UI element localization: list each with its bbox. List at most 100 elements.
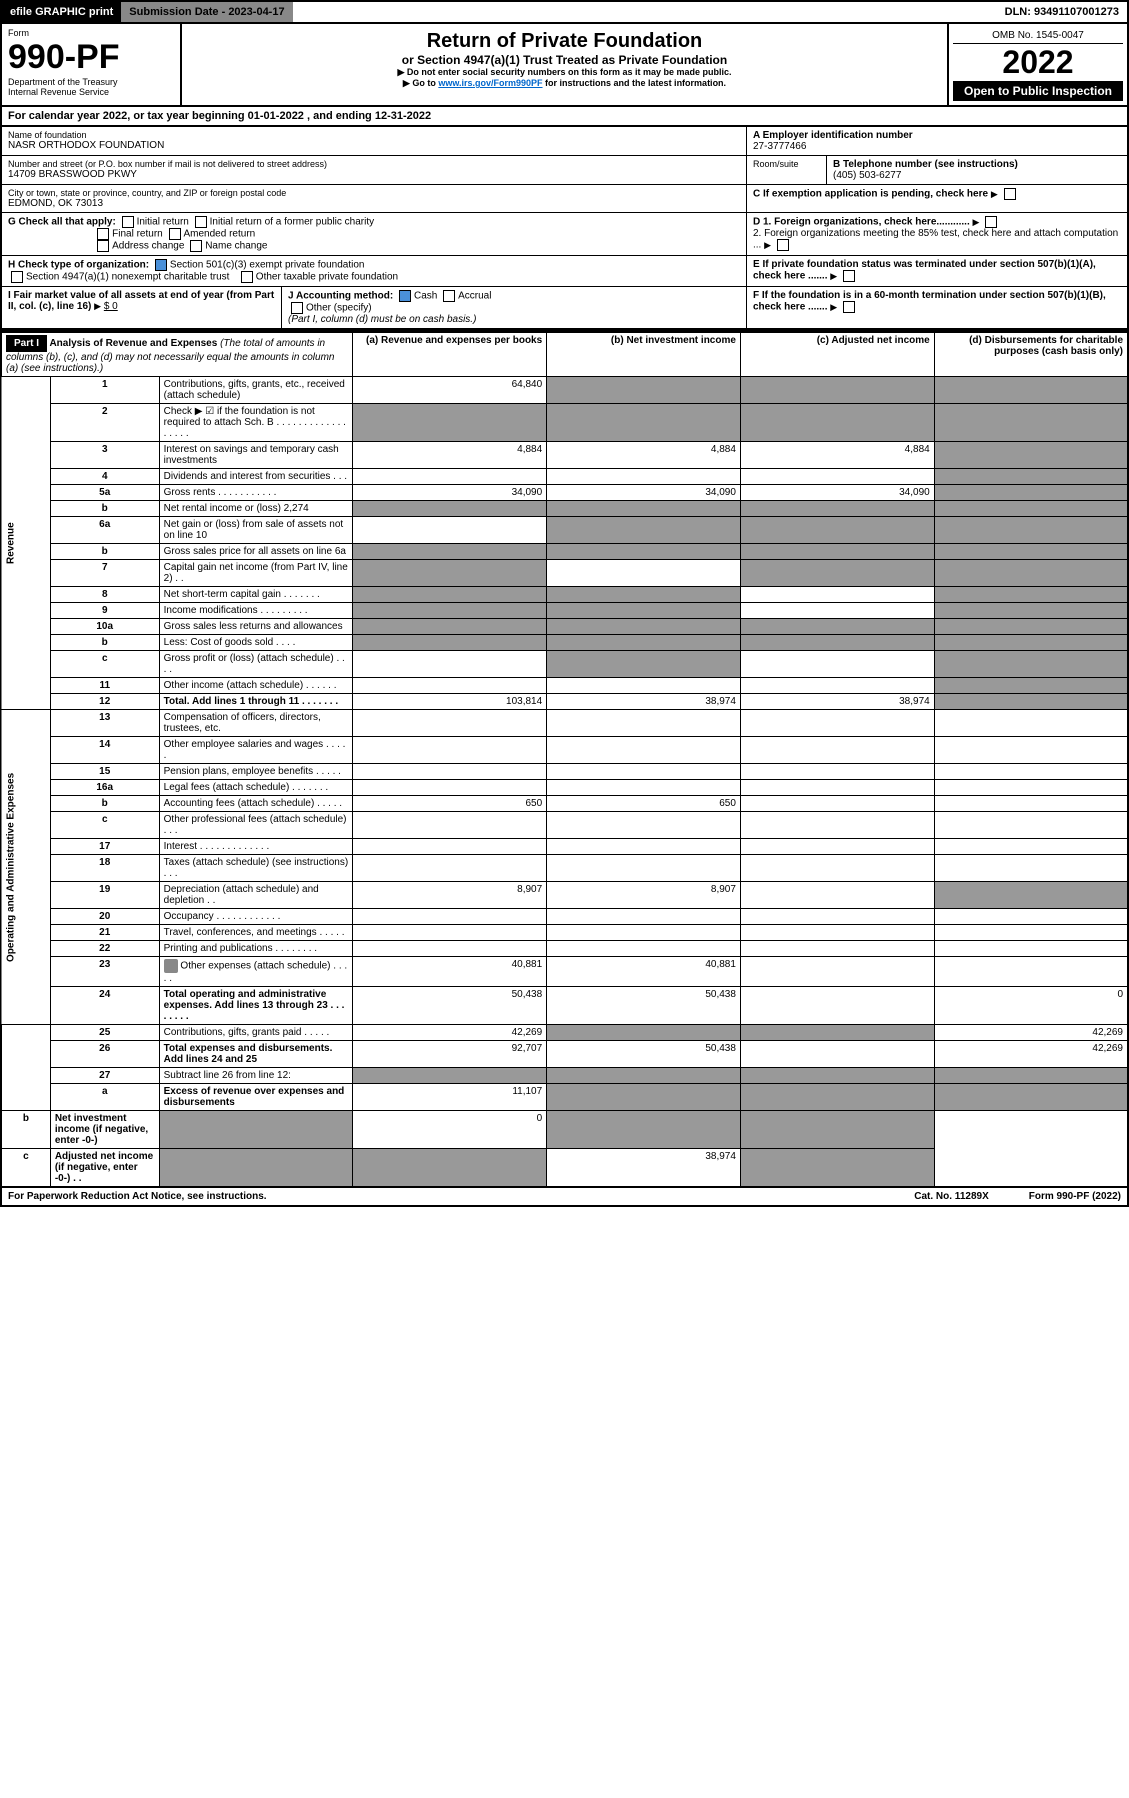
table-row: 20Occupancy . . . . . . . . . . . .	[1, 909, 1128, 925]
line-number: a	[50, 1084, 159, 1111]
line-number: 17	[50, 839, 159, 855]
table-row: cOther professional fees (attach schedul…	[1, 812, 1128, 839]
cell-value	[547, 1111, 741, 1149]
table-row: 18Taxes (attach schedule) (see instructi…	[1, 855, 1128, 882]
cell-value	[934, 737, 1128, 764]
col-c-header: (c) Adjusted net income	[740, 332, 934, 377]
cell-value	[934, 377, 1128, 404]
efile-label[interactable]: efile GRAPHIC print	[2, 2, 121, 22]
cell-value	[934, 587, 1128, 603]
cell-value: 50,438	[547, 987, 741, 1025]
checkbox-final[interactable]	[97, 228, 109, 240]
checkbox-cash[interactable]	[399, 290, 411, 302]
line-number: 16a	[50, 780, 159, 796]
form-ref: Form 990-PF (2022)	[1029, 1191, 1121, 1202]
checkbox-c[interactable]	[1004, 188, 1016, 200]
cell-value: 650	[353, 796, 547, 812]
cell-value: 42,269	[934, 1041, 1128, 1068]
table-row: Revenue1Contributions, gifts, grants, et…	[1, 377, 1128, 404]
cell-value: 103,814	[353, 694, 547, 710]
cell-value	[740, 764, 934, 780]
cell-value	[740, 501, 934, 517]
attachment-icon[interactable]	[164, 959, 178, 973]
col-d-header: (d) Disbursements for charitable purpose…	[934, 332, 1128, 377]
cell-value	[547, 517, 741, 544]
city-value: EDMOND, OK 73013	[8, 198, 740, 209]
c-block: C If exemption application is pending, c…	[747, 185, 1127, 213]
cell-value	[934, 1084, 1128, 1111]
line-description: Taxes (attach schedule) (see instruction…	[159, 855, 353, 882]
line-number: 26	[50, 1041, 159, 1068]
cell-value	[934, 882, 1128, 909]
cell-value	[740, 839, 934, 855]
cell-value	[353, 517, 547, 544]
cell-value	[934, 560, 1128, 587]
form-header: Form 990-PF Department of the Treasury I…	[0, 24, 1129, 107]
paperwork-notice: For Paperwork Reduction Act Notice, see …	[8, 1191, 267, 1202]
line-number: b	[1, 1111, 50, 1149]
checkbox-d1[interactable]	[985, 216, 997, 228]
j-block: J Accounting method: Cash Accrual Other …	[282, 287, 747, 329]
line-description: Total expenses and disbursements. Add li…	[159, 1041, 353, 1068]
checkbox-accrual[interactable]	[443, 290, 455, 302]
line-description: Pension plans, employee benefits . . . .…	[159, 764, 353, 780]
checkbox-4947[interactable]	[11, 271, 23, 283]
cell-value	[740, 377, 934, 404]
cell-value	[547, 377, 741, 404]
line-description: Excess of revenue over expenses and disb…	[159, 1084, 353, 1111]
cell-value	[353, 544, 547, 560]
cell-value	[934, 812, 1128, 839]
cell-value: 4,884	[353, 442, 547, 469]
line-number: 20	[50, 909, 159, 925]
table-row: 27Subtract line 26 from line 12:	[1, 1068, 1128, 1084]
cell-value: 42,269	[934, 1025, 1128, 1041]
cell-value	[353, 560, 547, 587]
omb-number: OMB No. 1545-0047	[953, 28, 1123, 44]
cell-value	[934, 764, 1128, 780]
cell-value	[547, 603, 741, 619]
irs-link[interactable]: www.irs.gov/Form990PF	[438, 78, 542, 88]
checkbox-other-taxable[interactable]	[241, 271, 253, 283]
cell-value	[740, 469, 934, 485]
checkbox-address-change[interactable]	[97, 240, 109, 252]
cell-value: 64,840	[353, 377, 547, 404]
fmv-value: $ 0	[104, 301, 118, 312]
cell-value	[934, 941, 1128, 957]
note-ssn: ▶ Do not enter social security numbers o…	[188, 67, 941, 78]
e-block: E If private foundation status was termi…	[747, 256, 1127, 287]
cell-value	[740, 941, 934, 957]
cell-value	[353, 619, 547, 635]
g-block: G Check all that apply: Initial return I…	[2, 213, 747, 256]
checkbox-f[interactable]	[843, 301, 855, 313]
cell-value: 8,907	[547, 882, 741, 909]
cell-value	[740, 957, 934, 987]
cell-value	[740, 710, 934, 737]
table-row: 25Contributions, gifts, grants paid . . …	[1, 1025, 1128, 1041]
line-description: Subtract line 26 from line 12:	[159, 1068, 353, 1084]
line-number: 18	[50, 855, 159, 882]
checkbox-amended[interactable]	[169, 228, 181, 240]
checkbox-name-change[interactable]	[190, 240, 202, 252]
cell-value	[353, 941, 547, 957]
checkbox-501c3[interactable]	[155, 259, 167, 271]
checkbox-initial[interactable]	[122, 216, 134, 228]
checkbox-initial-former[interactable]	[195, 216, 207, 228]
checkbox-d2[interactable]	[777, 239, 789, 251]
line-description: Contributions, gifts, grants paid . . . …	[159, 1025, 353, 1041]
line-description: Accounting fees (attach schedule) . . . …	[159, 796, 353, 812]
cell-value	[740, 1025, 934, 1041]
arrow-icon	[991, 189, 998, 200]
table-row: 17Interest . . . . . . . . . . . . .	[1, 839, 1128, 855]
table-row: 7Capital gain net income (from Part IV, …	[1, 560, 1128, 587]
cell-value	[353, 1149, 547, 1188]
cell-value	[353, 651, 547, 678]
cell-value	[934, 469, 1128, 485]
footer: For Paperwork Reduction Act Notice, see …	[0, 1188, 1129, 1207]
blank-side	[1, 1025, 50, 1111]
table-row: 3Interest on savings and temporary cash …	[1, 442, 1128, 469]
cell-value	[740, 882, 934, 909]
table-row: bNet investment income (if negative, ent…	[1, 1111, 1128, 1149]
checkbox-e[interactable]	[843, 270, 855, 282]
checkbox-other-method[interactable]	[291, 302, 303, 314]
cell-value: 40,881	[547, 957, 741, 987]
